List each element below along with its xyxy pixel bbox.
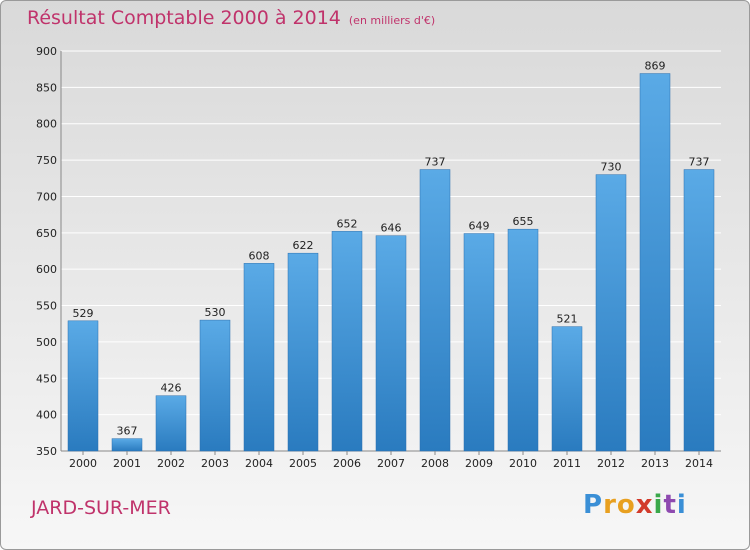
logo-letter: t	[663, 490, 677, 520]
data-label-2012: 730	[601, 161, 622, 174]
data-label-2001: 367	[117, 425, 138, 438]
logo-letter: P	[583, 490, 604, 520]
x-tick-label-2004: 2004	[245, 457, 273, 470]
y-tick-label: 400	[36, 409, 57, 422]
logo-letter: i	[676, 490, 687, 520]
bar-2001	[111, 438, 143, 452]
chart-title: Résultat Comptable 2000 à 2014	[27, 7, 341, 29]
x-tick-label-2008: 2008	[421, 457, 449, 470]
data-label-2004: 608	[249, 249, 270, 262]
data-label-2011: 521	[557, 313, 578, 326]
bar-2008	[419, 169, 451, 452]
y-tick-label: 850	[36, 81, 57, 94]
y-tick-label: 900	[36, 45, 57, 58]
bar-2011	[551, 326, 583, 452]
bar-2007	[375, 235, 407, 452]
data-label-2002: 426	[161, 382, 182, 395]
bar-2013	[639, 73, 671, 452]
logo-letter: x	[635, 490, 654, 520]
x-tick-label-2012: 2012	[597, 457, 625, 470]
x-tick-label-2003: 2003	[201, 457, 229, 470]
bar-2002	[155, 395, 187, 452]
data-label-2010: 655	[513, 215, 534, 228]
x-tick-label-2009: 2009	[465, 457, 493, 470]
bar-2009	[463, 233, 495, 452]
x-tick-label-2011: 2011	[553, 457, 581, 470]
title-row: Résultat Comptable 2000 à 2014 (en millie…	[27, 7, 435, 29]
logo-letter: i	[653, 490, 664, 520]
data-label-2006: 652	[337, 217, 358, 230]
x-tick-label-2014: 2014	[685, 457, 713, 470]
data-label-2008: 737	[425, 156, 446, 169]
commune-name: JARD-SUR-MER	[31, 497, 171, 519]
logo-letter: o	[616, 490, 636, 520]
x-tick-label-2007: 2007	[377, 457, 405, 470]
logo-letter: r	[603, 490, 617, 520]
data-label-2000: 529	[73, 307, 94, 320]
x-tick-label-2002: 2002	[157, 457, 185, 470]
y-tick-label: 800	[36, 118, 57, 131]
bar-2004	[243, 263, 275, 452]
bar-2003	[199, 319, 231, 452]
proxiti-logo: Proxiti	[583, 490, 687, 520]
x-tick-label-2001: 2001	[113, 457, 141, 470]
y-tick-label: 650	[36, 227, 57, 240]
y-tick-label: 350	[36, 445, 57, 458]
data-label-2007: 646	[381, 222, 402, 235]
y-tick-label: 500	[36, 336, 57, 349]
x-tick-label-2006: 2006	[333, 457, 361, 470]
bar-2000	[67, 320, 99, 452]
y-tick-label: 550	[36, 300, 57, 313]
bar-2012	[595, 174, 627, 452]
chart-subtitle: (en milliers d'€)	[348, 14, 436, 27]
y-tick-label: 750	[36, 154, 57, 167]
bar-2014	[683, 169, 715, 452]
x-tick-label-2013: 2013	[641, 457, 669, 470]
data-label-2013: 869	[645, 60, 666, 73]
x-tick-label-2010: 2010	[509, 457, 537, 470]
y-tick-label: 450	[36, 372, 57, 385]
data-label-2003: 530	[205, 306, 226, 319]
x-tick-label-2000: 2000	[69, 457, 97, 470]
data-label-2005: 622	[293, 239, 314, 252]
data-label-2009: 649	[469, 220, 490, 233]
x-tick-label-2005: 2005	[289, 457, 317, 470]
y-tick-label: 700	[36, 190, 57, 203]
y-tick-label: 600	[36, 263, 57, 276]
bar-2010	[507, 228, 539, 452]
bar-2005	[287, 252, 319, 452]
data-label-2014: 737	[689, 156, 710, 169]
bar-2006	[331, 231, 363, 452]
